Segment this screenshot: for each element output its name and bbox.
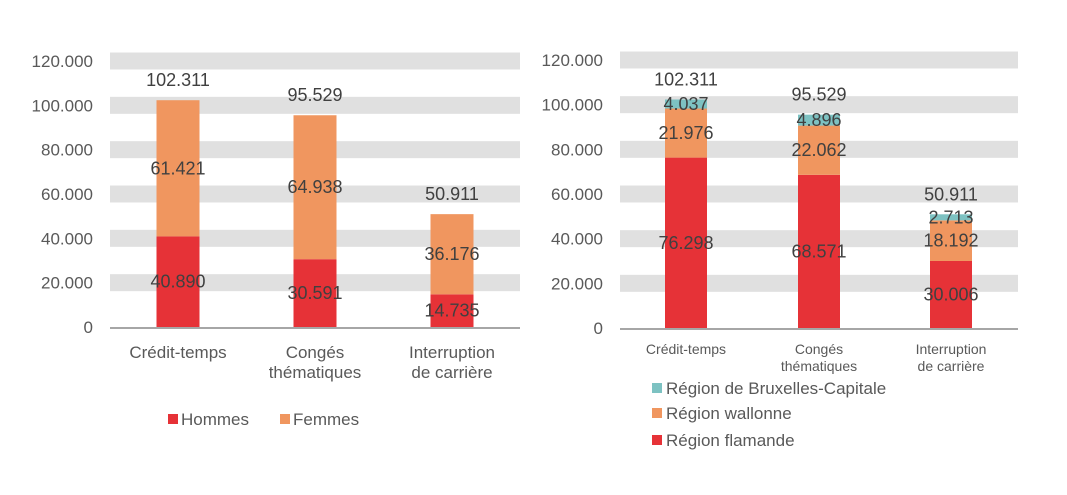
data-label: 30.006 (923, 284, 978, 304)
x-category-label: Interruption (916, 341, 987, 357)
x-category-label: Crédit-temps (646, 341, 726, 357)
data-label: 22.062 (791, 140, 846, 160)
data-label: 40.890 (150, 272, 205, 292)
legend-label: Région flamande (666, 431, 795, 450)
data-label: 64.938 (287, 177, 342, 197)
bar-segment (798, 174, 840, 328)
data-label: 61.421 (150, 158, 205, 178)
x-category-label: Interruption (409, 343, 495, 362)
x-category-label: de carrière (918, 358, 985, 374)
y-tick-label: 20.000 (41, 274, 93, 293)
gridline-band (620, 96, 1018, 114)
legend-label: Région de Bruxelles-Capitale (666, 379, 886, 398)
y-tick-label: 40.000 (551, 230, 603, 249)
bar-segment (430, 214, 474, 295)
legend-swatch (652, 435, 662, 445)
bar-segment (930, 260, 972, 328)
bar-segment (665, 108, 707, 158)
bar-segment (930, 214, 972, 221)
data-label: 4.037 (663, 94, 708, 114)
data-label: 21.976 (658, 123, 713, 143)
bar-segment (798, 125, 840, 175)
data-label: 14.735 (424, 301, 479, 321)
gridline-band (110, 96, 520, 114)
bar-segment (798, 114, 840, 126)
y-tick-label: 60.000 (41, 185, 93, 204)
y-tick-label: 40.000 (41, 229, 93, 248)
legend-label: Région wallonne (666, 404, 792, 423)
data-label: 30.591 (287, 283, 342, 303)
y-tick-label: 0 (594, 319, 603, 338)
x-category-label: thématiques (269, 363, 362, 382)
y-tick-label: 60.000 (551, 185, 603, 204)
data-label: 4.896 (796, 110, 841, 130)
bar-segment (293, 115, 337, 260)
legend-swatch (280, 414, 290, 424)
y-tick-label: 80.000 (41, 141, 93, 160)
legend-label: Hommes (181, 410, 249, 429)
bar-segment (665, 99, 707, 109)
gridline-band (620, 51, 1018, 69)
total-label: 50.911 (425, 184, 479, 204)
legend-swatch (652, 408, 662, 418)
y-tick-label: 0 (84, 318, 93, 337)
x-category-label: Congés (286, 343, 345, 362)
y-tick-label: 120.000 (32, 52, 93, 71)
x-category-label: thématiques (781, 358, 857, 374)
x-category-label: de carrière (411, 363, 492, 382)
legend-swatch (652, 383, 662, 393)
total-label: 102.311 (654, 70, 718, 90)
bar-segment (665, 157, 707, 328)
legend-label: Femmes (293, 410, 359, 429)
total-label: 95.529 (287, 85, 342, 105)
data-label: 2.713 (928, 207, 973, 227)
data-label: 76.298 (658, 233, 713, 253)
bar-segment (293, 259, 337, 327)
y-tick-label: 80.000 (551, 140, 603, 159)
data-label: 36.176 (424, 244, 479, 264)
y-tick-label: 120.000 (542, 51, 603, 70)
bar-segment (156, 100, 200, 237)
bar-segment (156, 236, 200, 327)
data-label: 68.571 (791, 241, 846, 261)
bar-segment (930, 220, 972, 261)
y-tick-label: 20.000 (551, 274, 603, 293)
legend-swatch (168, 414, 178, 424)
total-label: 50.911 (924, 184, 978, 204)
x-category-label: Congés (795, 341, 843, 357)
y-tick-label: 100.000 (542, 96, 603, 115)
x-category-label: Crédit-temps (129, 343, 226, 362)
bar-segment (430, 294, 474, 327)
total-label: 102.311 (146, 70, 210, 90)
total-label: 95.529 (791, 85, 846, 105)
y-tick-label: 100.000 (32, 96, 93, 115)
gridline-band (110, 52, 520, 70)
data-label: 18.192 (923, 231, 978, 251)
